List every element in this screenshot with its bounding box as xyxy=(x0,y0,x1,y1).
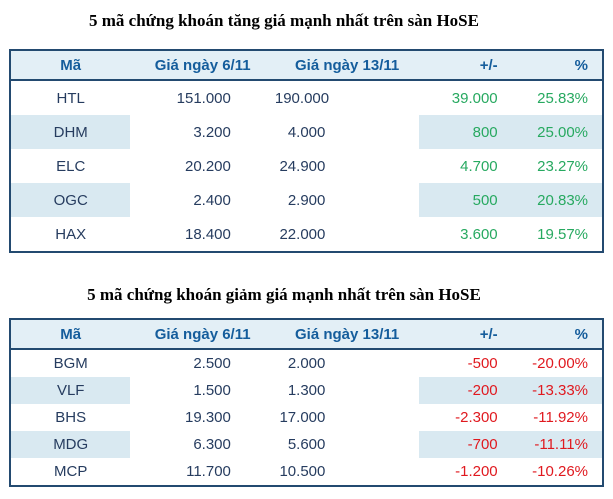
change-cell: -1.200 xyxy=(419,458,512,486)
percent-cell: -13.33% xyxy=(511,377,603,404)
table-row: HTL 151.000 190.000 39.000 25.83% xyxy=(10,80,603,115)
table-row: BGM 2.500 2.000 -500 -20.00% xyxy=(10,349,603,377)
table-row: DHM 3.200 4.000 800 25.00% xyxy=(10,115,603,149)
percent-cell: -11.11% xyxy=(511,431,603,458)
table-row: VLF 1.500 1.300 -200 -13.33% xyxy=(10,377,603,404)
header-cell-code: Mã xyxy=(10,319,131,350)
header-cell-price-start: Giá ngày 6/11 xyxy=(130,50,275,81)
price-end-cell: 17.000 xyxy=(274,404,420,431)
price-start-cell: 18.400 xyxy=(130,217,275,252)
header-cell-percent: % xyxy=(511,319,603,350)
price-end-cell: 1.300 xyxy=(274,377,420,404)
stock-code-cell: VLF xyxy=(10,377,131,404)
losers-table: Mã Giá ngày 6/11 Giá ngày 13/11 +/- % BG… xyxy=(9,318,604,487)
table-row: MCP 11.700 10.500 -1.200 -10.26% xyxy=(10,458,603,486)
stock-code-cell: BHS xyxy=(10,404,131,431)
price-end-cell: 24.900 xyxy=(274,149,420,183)
price-end-cell: 22.000 xyxy=(274,217,420,252)
price-start-cell: 2.500 xyxy=(130,349,275,377)
price-start-cell: 2.400 xyxy=(130,183,275,217)
price-start-cell: 1.500 xyxy=(130,377,275,404)
price-end-cell: 190.000 xyxy=(274,80,420,115)
header-cell-price-start: Giá ngày 6/11 xyxy=(130,319,275,350)
change-cell: 4.700 xyxy=(419,149,512,183)
price-start-cell: 11.700 xyxy=(130,458,275,486)
price-start-cell: 151.000 xyxy=(130,80,275,115)
table-row: OGC 2.400 2.900 500 20.83% xyxy=(10,183,603,217)
header-cell-change: +/- xyxy=(419,50,512,81)
change-cell: 800 xyxy=(419,115,512,149)
percent-cell: 20.83% xyxy=(511,183,603,217)
table-row: ELC 20.200 24.900 4.700 23.27% xyxy=(10,149,603,183)
price-end-cell: 4.000 xyxy=(274,115,420,149)
gainers-table-title: 5 mã chứng khoán tăng giá mạnh nhất trên… xyxy=(89,11,479,30)
price-end-cell: 2.000 xyxy=(274,349,420,377)
stock-code-cell: MCP xyxy=(10,458,131,486)
losers-header-row: Mã Giá ngày 6/11 Giá ngày 13/11 +/- % xyxy=(10,319,603,350)
percent-cell: 25.00% xyxy=(511,115,603,149)
change-cell: -500 xyxy=(419,349,512,377)
gainers-header-row: Mã Giá ngày 6/11 Giá ngày 13/11 +/- % xyxy=(10,50,603,81)
percent-cell: 25.83% xyxy=(511,80,603,115)
price-end-cell: 10.500 xyxy=(274,458,420,486)
change-cell: 39.000 xyxy=(419,80,512,115)
change-cell: -200 xyxy=(419,377,512,404)
change-cell: 500 xyxy=(419,183,512,217)
table-row: MDG 6.300 5.600 -700 -11.11% xyxy=(10,431,603,458)
percent-cell: -11.92% xyxy=(511,404,603,431)
stock-code-cell: ELC xyxy=(10,149,131,183)
header-cell-percent: % xyxy=(511,50,603,81)
price-end-cell: 2.900 xyxy=(274,183,420,217)
price-start-cell: 6.300 xyxy=(130,431,275,458)
stock-code-cell: BGM xyxy=(10,349,131,377)
change-cell: -700 xyxy=(419,431,512,458)
price-end-cell: 5.600 xyxy=(274,431,420,458)
change-cell: 3.600 xyxy=(419,217,512,252)
gainers-table: Mã Giá ngày 6/11 Giá ngày 13/11 +/- % HT… xyxy=(9,49,604,253)
price-start-cell: 3.200 xyxy=(130,115,275,149)
percent-cell: -10.26% xyxy=(511,458,603,486)
header-cell-price-end: Giá ngày 13/11 xyxy=(274,319,420,350)
price-start-cell: 20.200 xyxy=(130,149,275,183)
header-cell-code: Mã xyxy=(10,50,131,81)
stock-code-cell: DHM xyxy=(10,115,131,149)
stock-code-cell: MDG xyxy=(10,431,131,458)
price-start-cell: 19.300 xyxy=(130,404,275,431)
header-cell-price-end: Giá ngày 13/11 xyxy=(274,50,420,81)
losers-table-title: 5 mã chứng khoán giảm giá mạnh nhất trên… xyxy=(87,285,481,304)
percent-cell: 23.27% xyxy=(511,149,603,183)
stock-code-cell: HTL xyxy=(10,80,131,115)
percent-cell: -20.00% xyxy=(511,349,603,377)
stock-code-cell: OGC xyxy=(10,183,131,217)
change-cell: -2.300 xyxy=(419,404,512,431)
table-row: HAX 18.400 22.000 3.600 19.57% xyxy=(10,217,603,252)
percent-cell: 19.57% xyxy=(511,217,603,252)
stock-code-cell: HAX xyxy=(10,217,131,252)
header-cell-change: +/- xyxy=(419,319,512,350)
table-row: BHS 19.300 17.000 -2.300 -11.92% xyxy=(10,404,603,431)
